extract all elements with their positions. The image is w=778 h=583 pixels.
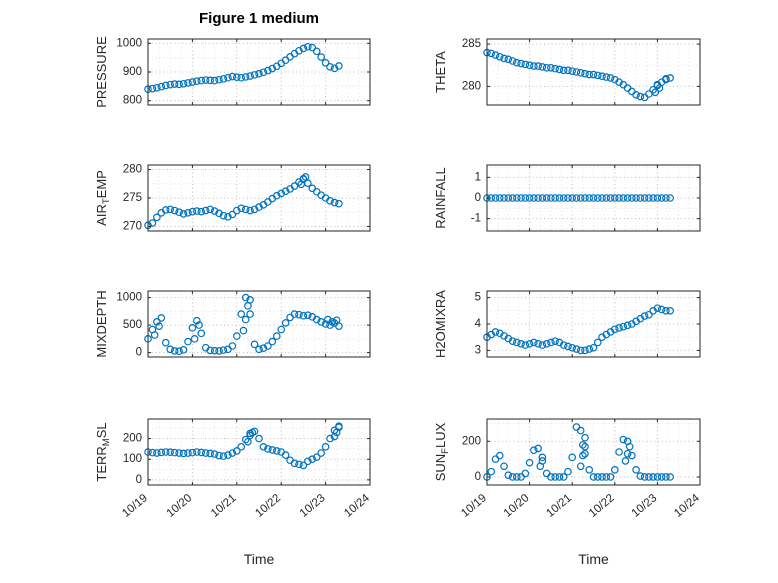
subplot-sun_flux: 0 200 10/19 10/20 10/21 10/22 10/23 10/24 SUNFLU…	[433, 418, 702, 520]
y-tick-label: 100	[123, 453, 142, 465]
y-tick-label: 0	[136, 474, 142, 486]
x-tick-label: 10/23	[298, 492, 328, 520]
tick-marks	[486, 419, 701, 485]
x-tick-label: 10/22	[587, 492, 617, 520]
tick-marks	[147, 419, 371, 485]
tick-marks	[147, 291, 371, 357]
tick-marks	[486, 291, 701, 357]
minor-grid	[148, 419, 370, 485]
x-axis-label-right: Time	[578, 551, 609, 567]
major-grid	[487, 165, 700, 231]
axes-box	[147, 418, 371, 486]
tick-marks	[147, 39, 371, 105]
subplot-pressure: 800 900 1000 PRESSURE	[94, 36, 371, 108]
y-axis-label: THETA	[433, 51, 448, 93]
series-points	[144, 42, 343, 94]
y-axis-label: MIXDEPTH	[94, 290, 109, 357]
subplot-theta: 280 285 THETA	[433, 38, 701, 106]
y-tick-label: 1000	[116, 37, 142, 49]
series-points	[144, 293, 343, 356]
y-axis-label: AIRTEMP	[94, 170, 112, 226]
x-tick-label: 10/19	[120, 492, 150, 520]
y-tick-label: 4	[475, 318, 482, 330]
y-tick-label: 280	[462, 80, 481, 92]
y-tick-label: 275	[123, 192, 142, 204]
y-axis-label: SUNFLUX	[433, 422, 451, 481]
y-axis-label-subscript: F	[440, 448, 451, 454]
y-tick-label: 0	[136, 347, 142, 359]
x-tick-label: 10/24	[342, 492, 372, 520]
tick-marks	[147, 165, 371, 231]
plot-area	[487, 39, 700, 105]
x-tick-label: 10/21	[544, 492, 574, 520]
subplot-air_temp: 270 275 280 AIRTEMP	[94, 164, 371, 232]
axes-box	[486, 38, 701, 106]
y-tick-label: 200	[462, 435, 481, 447]
major-grid	[148, 165, 370, 231]
minor-grid	[148, 291, 370, 357]
series-points	[483, 48, 674, 102]
y-tick-label: 0	[475, 471, 481, 483]
y-tick-label: -1	[471, 213, 481, 225]
series-points	[483, 423, 674, 481]
y-tick-label: 800	[123, 95, 142, 107]
y-tick-label: 270	[123, 220, 142, 232]
x-axis-label-left: Time	[243, 551, 275, 567]
y-tick-label: 1	[475, 171, 481, 183]
y-tick-label: 0	[475, 192, 481, 204]
x-tick-label: 10/20	[165, 492, 195, 520]
y-axis-label: RAINFALL	[433, 167, 448, 228]
minor-grid	[487, 165, 700, 231]
tick-marks	[486, 165, 701, 231]
y-tick-label: 1000	[116, 292, 142, 304]
minor-grid	[487, 291, 700, 357]
series-points	[483, 304, 674, 355]
y-tick-label: 280	[123, 164, 142, 176]
axes-box	[147, 290, 371, 358]
y-axis-label: H2OMIXRA	[433, 290, 448, 358]
major-grid	[487, 39, 700, 105]
subplot-rainfall: -1 0 1 RAINFALL	[433, 164, 701, 232]
series-points	[483, 194, 674, 202]
x-tick-label: 10/23	[630, 492, 660, 520]
y-tick-label: 285	[462, 38, 481, 50]
major-grid	[148, 419, 370, 485]
y-tick-label: 900	[123, 66, 142, 78]
y-axis-label-subscript: M	[101, 438, 112, 446]
y-tick-label: 500	[123, 319, 142, 331]
minor-grid	[148, 165, 370, 231]
series-points	[144, 173, 343, 230]
y-tick-label: 5	[475, 292, 481, 304]
x-tick-label: 10/22	[253, 492, 283, 520]
minor-grid	[148, 39, 370, 105]
y-tick-label: 3	[475, 344, 481, 356]
axes-box	[486, 418, 701, 486]
y-axis-label: TERRMSL	[94, 422, 112, 481]
subplot-mixdepth: 0 500 1000 MIXDEPTH	[94, 290, 371, 359]
x-tick-label: 10/24	[672, 492, 702, 520]
x-tick-label: 10/21	[209, 492, 239, 520]
x-tick-label: 10/19	[459, 492, 489, 520]
x-tick-label: 10/20	[502, 492, 532, 520]
y-axis-label-subscript: T	[101, 198, 112, 204]
tick-marks	[486, 39, 701, 105]
minor-grid	[487, 419, 700, 485]
major-grid	[487, 419, 700, 485]
y-axis-label: PRESSURE	[94, 36, 109, 108]
subplot-h2omixra: 3 4 5 H2OMIXRA	[433, 290, 701, 358]
minor-grid	[487, 39, 700, 105]
subplot-terr_msl: 0 100 200 10/19 10/20 10/21 10/22 10/23 10/24 TER…	[94, 418, 372, 520]
y-tick-label: 200	[123, 433, 142, 445]
figure-title: Figure 1 medium	[198, 10, 320, 27]
major-grid	[148, 39, 370, 105]
